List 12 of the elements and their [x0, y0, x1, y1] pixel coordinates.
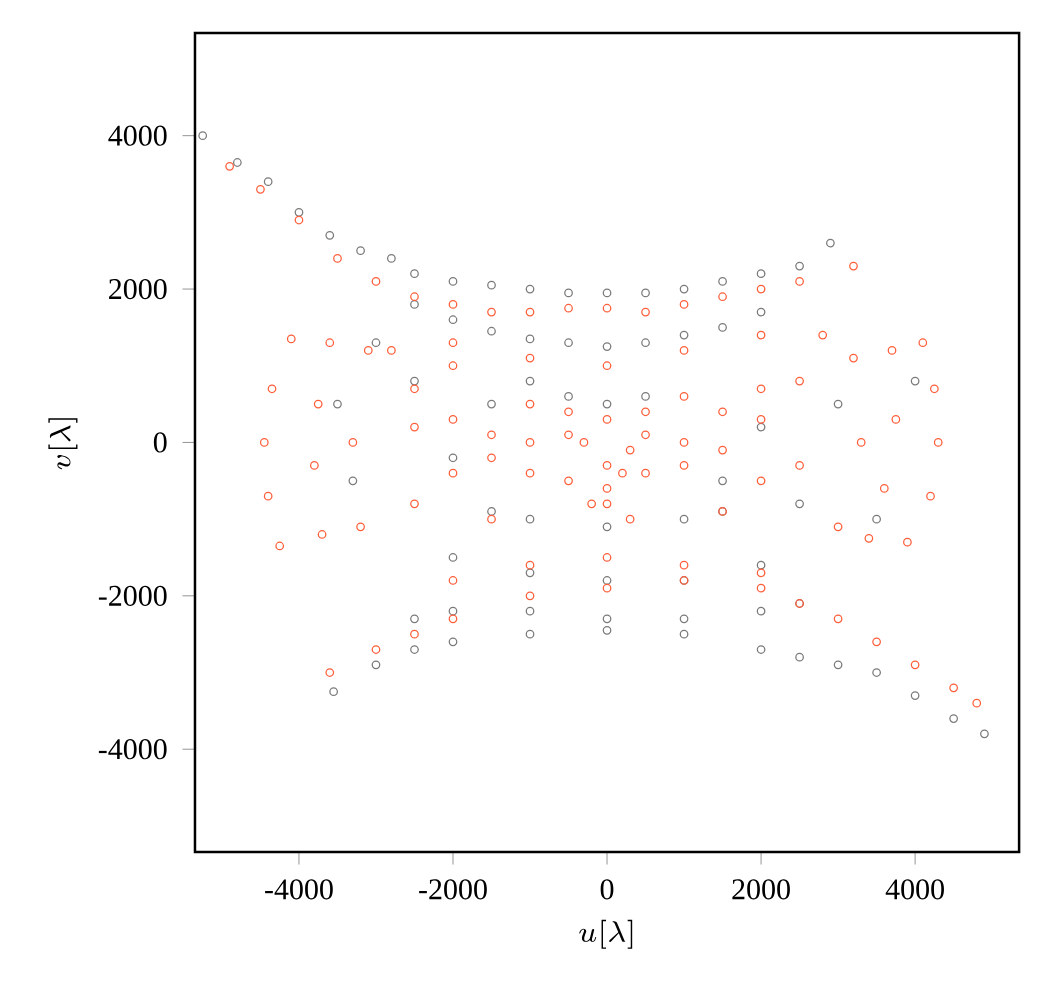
y-tick-label: 0	[153, 432, 167, 453]
y-axis-title: $v[\lambda]$	[48, 418, 78, 470]
x-tick-label: -4000	[265, 879, 333, 900]
y-tick-label: 2000	[109, 279, 167, 300]
x-axis-title: $u[\lambda]$	[579, 919, 633, 949]
y-tick-label: -2000	[98, 585, 167, 607]
x-tick-label: 2000	[732, 879, 790, 900]
y-tick-label: -4000	[98, 739, 167, 760]
y-tick-label: 4000	[108, 125, 167, 146]
x-tick-label: 4000	[885, 879, 944, 900]
x-tick-label: -2000	[419, 879, 487, 900]
x-tick-label: 0	[600, 879, 614, 900]
